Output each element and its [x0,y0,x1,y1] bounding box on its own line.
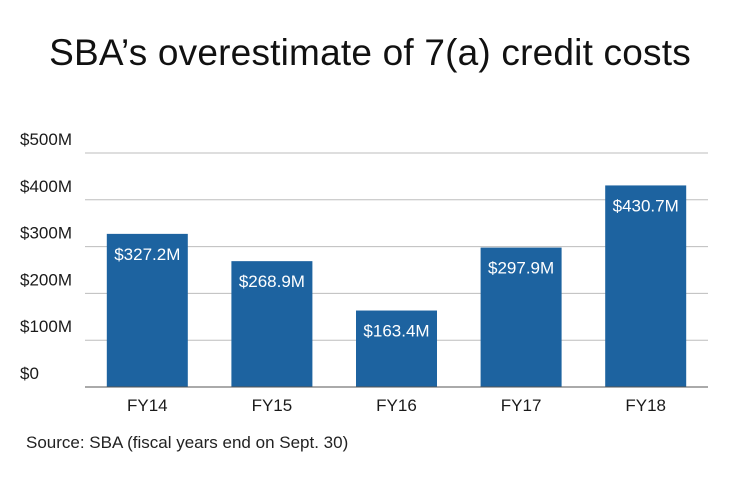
chart-title: SBA’s overestimate of 7(a) credit costs [49,32,691,73]
data-label: $297.9M [488,259,554,278]
bars: $327.2M $268.9M $163.4M $297.9M $430.7M [106,185,687,387]
data-label: $268.9M [239,272,305,291]
source-note: Source: SBA (fiscal years end on Sept. 3… [26,433,349,452]
bar-fy16 [356,310,437,387]
y-tick-label: $500M [20,130,72,149]
x-tick-label: FY14 [127,396,168,415]
data-label: $163.4M [363,322,429,341]
y-tick-label: $300M [20,224,72,243]
bar-fy15 [231,261,313,387]
y-tick-label: $100M [20,317,72,336]
x-tick-label: FY16 [376,396,417,415]
y-tick-label: $400M [20,177,72,196]
bar-fy17 [480,247,562,387]
x-axis-tick-labels: FY14 FY15 FY16 FY17 FY18 [127,396,666,415]
x-tick-label: FY18 [625,396,666,415]
x-tick-label: FY15 [252,396,293,415]
y-tick-label: $200M [20,270,72,289]
data-label: $430.7M [613,196,679,215]
gridlines [85,152,708,341]
y-tick-label: $0 [20,364,39,383]
data-label: $327.2M [114,245,180,264]
bar-fy14 [106,233,188,387]
bar-fy18 [605,185,687,387]
y-axis-tick-labels: $0 $100M $200M $300M $400M $500M [20,130,72,383]
x-tick-label: FY17 [501,396,542,415]
